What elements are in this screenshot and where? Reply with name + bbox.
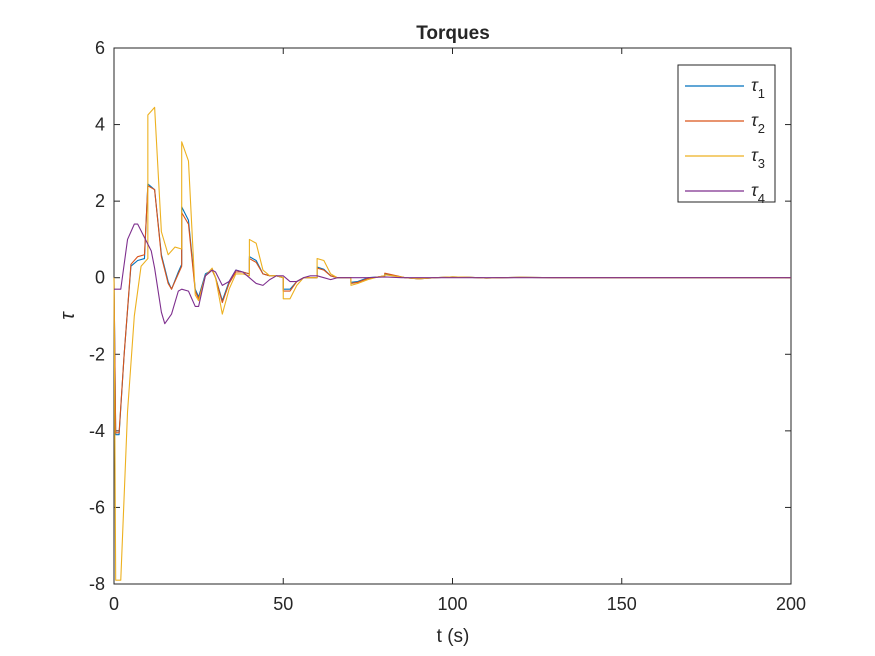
x-tick-label: 150: [607, 594, 637, 614]
y-axis-label: τ: [57, 311, 79, 320]
x-axis-ticks: 0 50 100 150 200: [109, 48, 806, 614]
legend-entry-subscript: 2: [758, 121, 765, 136]
legend-entry-symbol: τ: [751, 75, 759, 95]
x-tick-label: 200: [776, 594, 806, 614]
y-tick-label: -2: [89, 344, 105, 364]
legend-entry-symbol: τ: [751, 110, 759, 130]
y-tick-label: -6: [89, 497, 105, 517]
legend-entry-4: τ4: [751, 180, 765, 206]
legend-entry-2: τ2: [751, 110, 765, 136]
legend-box: [677, 64, 776, 203]
x-tick-label: 0: [109, 594, 119, 614]
y-tick-label: 6: [95, 38, 105, 58]
x-tick-label: 50: [273, 594, 293, 614]
x-axis-label: t (s): [437, 626, 470, 647]
legend-entry-subscript: 4: [758, 191, 765, 206]
x-tick-label: 100: [437, 594, 467, 614]
legend-entry-1: τ1: [751, 75, 765, 101]
y-tick-label: 4: [95, 115, 105, 135]
y-tick-label: -8: [89, 574, 105, 594]
series-line-3: [113, 106, 791, 581]
y-axis-ticks: -8 -6 -4 -2 0 2 4 6: [89, 38, 791, 594]
y-tick-label: 0: [95, 268, 105, 288]
plot-lines: [113, 106, 791, 581]
legend-entry-subscript: 3: [758, 156, 765, 171]
legend-entry-3: τ3: [751, 145, 765, 171]
legend-entry-symbol: τ: [751, 180, 759, 200]
legend-entry-subscript: 1: [758, 86, 765, 101]
y-tick-label: -4: [89, 421, 105, 441]
series-line-4: [114, 223, 791, 325]
legend-entry-symbol: τ: [751, 145, 759, 165]
chart-title: Torques: [416, 23, 490, 44]
y-tick-label: 2: [95, 191, 105, 211]
